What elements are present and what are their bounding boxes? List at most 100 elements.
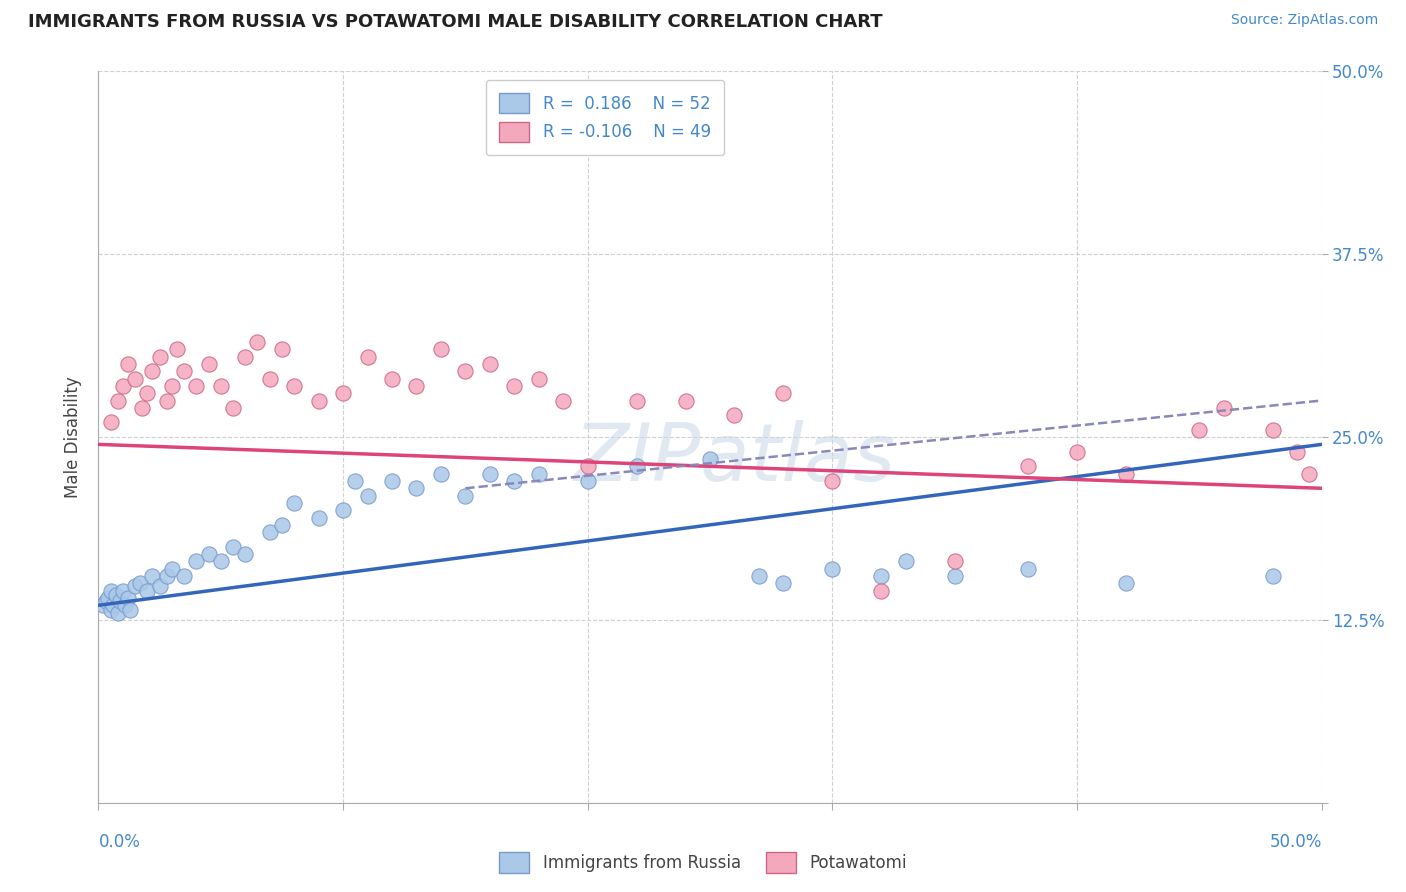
Point bbox=[97, 591, 120, 605]
Text: Source: ZipAtlas.com: Source: ZipAtlas.com bbox=[1230, 13, 1378, 28]
Point bbox=[129, 576, 152, 591]
Point bbox=[356, 350, 378, 364]
Point bbox=[332, 386, 354, 401]
Point bbox=[136, 583, 159, 598]
Point bbox=[209, 379, 232, 393]
Point bbox=[107, 606, 129, 620]
Point bbox=[259, 525, 281, 540]
Point bbox=[1115, 576, 1137, 591]
Point bbox=[1298, 467, 1320, 481]
Point bbox=[120, 603, 142, 617]
Point bbox=[114, 599, 136, 613]
Point bbox=[626, 393, 648, 408]
Point bbox=[117, 591, 139, 605]
Point bbox=[173, 569, 195, 583]
Point bbox=[107, 393, 129, 408]
Point bbox=[246, 334, 269, 349]
Point bbox=[124, 579, 146, 593]
Point bbox=[124, 371, 146, 385]
Point bbox=[626, 459, 648, 474]
Point bbox=[527, 467, 550, 481]
Legend: Immigrants from Russia, Potawatomi: Immigrants from Russia, Potawatomi bbox=[492, 846, 914, 880]
Point bbox=[197, 357, 219, 371]
Point bbox=[308, 510, 330, 524]
Point bbox=[675, 393, 697, 408]
Point bbox=[270, 343, 294, 357]
Point bbox=[308, 393, 330, 408]
Point bbox=[381, 371, 404, 385]
Point bbox=[454, 489, 477, 503]
Point bbox=[100, 416, 122, 430]
Point bbox=[553, 393, 575, 408]
Point bbox=[478, 357, 501, 371]
Text: 0.0%: 0.0% bbox=[98, 833, 141, 851]
Point bbox=[748, 569, 770, 583]
Point bbox=[1188, 423, 1211, 437]
Point bbox=[821, 562, 844, 576]
Point bbox=[136, 386, 159, 401]
Point bbox=[344, 474, 367, 488]
Point bbox=[222, 540, 245, 554]
Point bbox=[270, 517, 294, 532]
Point bbox=[772, 576, 794, 591]
Point bbox=[117, 357, 139, 371]
Point bbox=[149, 350, 172, 364]
Point bbox=[1066, 444, 1088, 458]
Point bbox=[197, 547, 219, 561]
Legend: R =  0.186    N = 52, R = -0.106    N = 49: R = 0.186 N = 52, R = -0.106 N = 49 bbox=[486, 79, 724, 155]
Point bbox=[233, 547, 256, 561]
Point bbox=[222, 401, 245, 415]
Point bbox=[209, 554, 232, 568]
Point bbox=[527, 371, 550, 385]
Point bbox=[503, 474, 526, 488]
Point bbox=[186, 379, 208, 393]
Point bbox=[111, 583, 134, 598]
Point bbox=[454, 364, 477, 378]
Point bbox=[149, 579, 172, 593]
Point bbox=[1261, 569, 1284, 583]
Point bbox=[156, 569, 179, 583]
Point bbox=[259, 371, 281, 385]
Point bbox=[1212, 401, 1234, 415]
Point bbox=[821, 474, 844, 488]
Point bbox=[1115, 467, 1137, 481]
Point bbox=[870, 569, 893, 583]
Point bbox=[160, 562, 183, 576]
Point bbox=[94, 594, 117, 608]
Point bbox=[111, 379, 134, 393]
Point bbox=[381, 474, 404, 488]
Point bbox=[160, 379, 183, 393]
Point bbox=[283, 496, 305, 510]
Point bbox=[131, 401, 153, 415]
Point bbox=[943, 569, 966, 583]
Point bbox=[894, 554, 917, 568]
Point bbox=[166, 343, 188, 357]
Text: IMMIGRANTS FROM RUSSIA VS POTAWATOMI MALE DISABILITY CORRELATION CHART: IMMIGRANTS FROM RUSSIA VS POTAWATOMI MAL… bbox=[28, 13, 883, 31]
Point bbox=[405, 379, 427, 393]
Point bbox=[1286, 444, 1309, 458]
Point bbox=[772, 386, 794, 401]
Point bbox=[576, 474, 599, 488]
Point bbox=[870, 583, 893, 598]
Point bbox=[943, 554, 966, 568]
Point bbox=[101, 599, 124, 613]
Point bbox=[233, 350, 256, 364]
Point bbox=[1017, 459, 1039, 474]
Point bbox=[100, 603, 122, 617]
Point bbox=[356, 489, 378, 503]
Point bbox=[1261, 423, 1284, 437]
Point bbox=[1017, 562, 1039, 576]
Point bbox=[283, 379, 305, 393]
Point bbox=[503, 379, 526, 393]
Point bbox=[430, 343, 453, 357]
Point bbox=[430, 467, 453, 481]
Point bbox=[110, 594, 132, 608]
Point bbox=[186, 554, 208, 568]
Point bbox=[405, 481, 427, 495]
Point bbox=[332, 503, 354, 517]
Point bbox=[100, 583, 122, 598]
Point bbox=[91, 599, 114, 613]
Point bbox=[723, 408, 745, 422]
Point bbox=[156, 393, 179, 408]
Point bbox=[141, 569, 163, 583]
